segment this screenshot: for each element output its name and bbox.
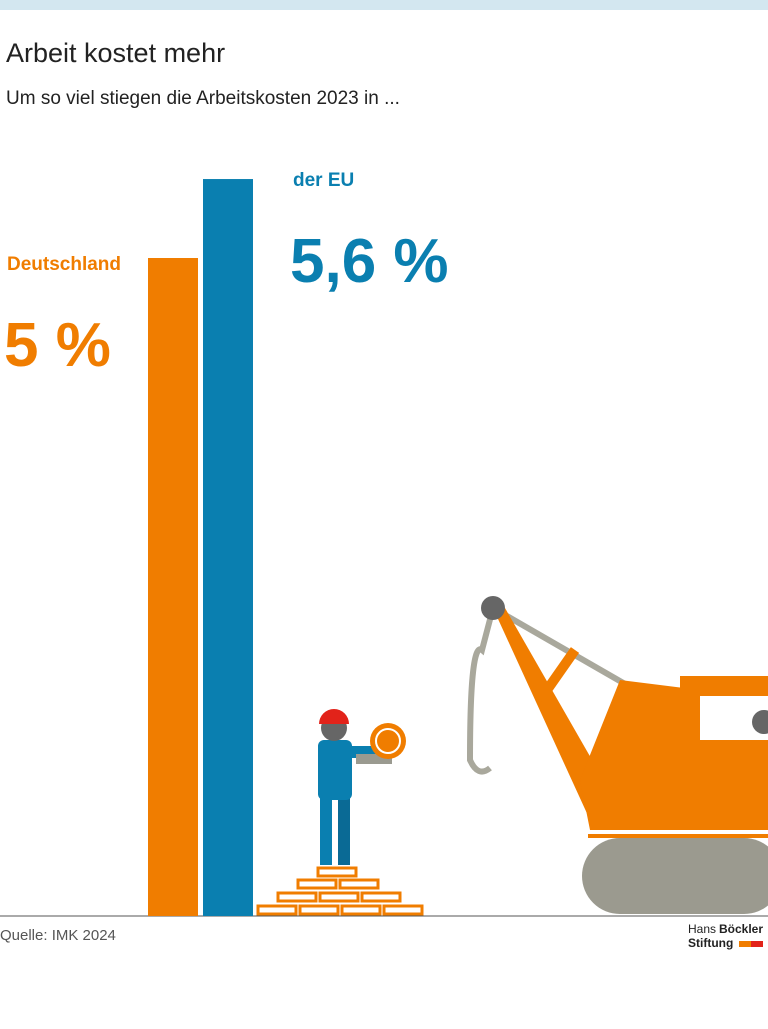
source: Quelle: IMK 2024 <box>0 927 116 944</box>
logo-mark <box>751 941 763 947</box>
top-band <box>0 0 768 10</box>
worker <box>318 709 406 865</box>
chart-title: Arbeit kostet mehr <box>6 38 225 68</box>
worker-illustration <box>256 866 424 916</box>
chart-subtitle: Um so viel stiegen die Arbeitskosten 202… <box>6 88 400 109</box>
logo-mark <box>739 941 751 947</box>
value-label: 5,6 % <box>290 227 449 296</box>
crane-illustration <box>466 596 768 914</box>
value-label: 5 % <box>4 311 111 380</box>
logo-text: Stiftung <box>688 936 733 950</box>
category-label: Deutschland <box>7 254 121 275</box>
logo: Hans Böckler Stiftung <box>688 922 763 950</box>
bar <box>148 258 198 916</box>
logo-text: Hans <box>688 922 716 936</box>
logo-text: Böckler <box>719 922 763 936</box>
bar <box>203 179 253 917</box>
category-label: der EU <box>293 170 354 191</box>
